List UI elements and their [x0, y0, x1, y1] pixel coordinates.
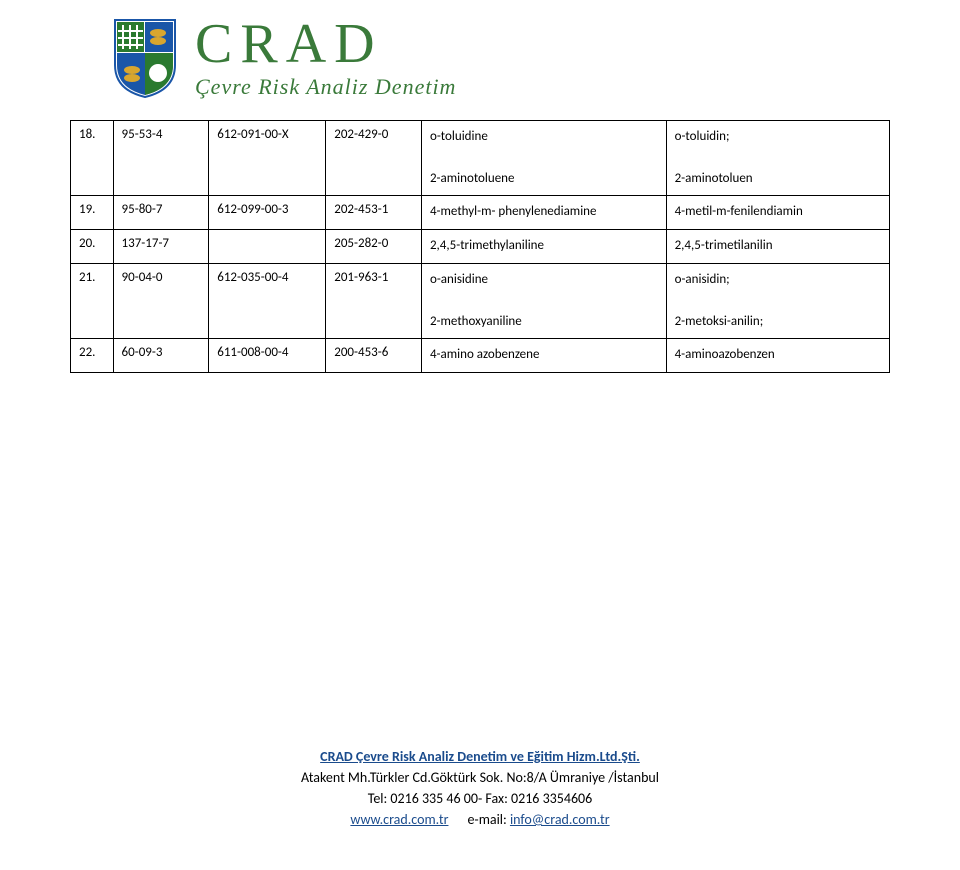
table-cell: 200-453-6	[326, 339, 422, 373]
table-cell: 202-453-1	[326, 196, 422, 230]
footer-email-link[interactable]: info@crad.com.tr	[510, 811, 610, 828]
table-cell-tr: 4-metil-m-fenilendiamin	[666, 196, 889, 230]
footer-address: Atakent Mh.Türkler Cd.Göktürk Sok. No:8/…	[0, 767, 960, 788]
footer-email-prefix: e-mail:	[467, 811, 509, 828]
table-cell: 60-09-3	[113, 339, 209, 373]
table-cell-en: 2,4,5-trimethylaniline	[421, 230, 666, 264]
table-cell-en: o-anisidine 2-methoxyaniline	[421, 263, 666, 338]
table-cell: 201-963-1	[326, 263, 422, 338]
table-cell-tr: o-anisidin; 2-metoksi-anilin;	[666, 263, 889, 338]
brand-text-block: CRAD Çevre Risk Analiz Denetim	[195, 16, 456, 100]
table-cell: 95-53-4	[113, 121, 209, 196]
table-row: 22.60-09-3611-008-00-4200-453-64-amino a…	[71, 339, 890, 373]
table-cell: 137-17-7	[113, 230, 209, 264]
table-cell: 612-099-00-3	[209, 196, 326, 230]
table-cell: 19.	[71, 196, 114, 230]
table-row: 20.137-17-7 205-282-02,4,5-trimethylanili…	[71, 230, 890, 264]
table-cell-en: o-toluidine 2-aminotoluene	[421, 121, 666, 196]
table-cell-en: 4-amino azobenzene	[421, 339, 666, 373]
table-cell: 612-035-00-4	[209, 263, 326, 338]
table-row: 18.95-53-4612-091-00-X202-429-0o-toluidi…	[71, 121, 890, 196]
footer-company: CRAD Çevre Risk Analiz Denetim ve Eğitim…	[320, 748, 640, 765]
footer-web-link[interactable]: www.crad.com.tr	[350, 811, 448, 828]
table-cell: 611-008-00-4	[209, 339, 326, 373]
table-cell-en: 4-methyl-m- phenylenediamine	[421, 196, 666, 230]
page-footer: CRAD Çevre Risk Analiz Denetim ve Eğitim…	[0, 746, 960, 830]
table-row: 19.95-80-7612-099-00-3202-453-14-methyl-…	[71, 196, 890, 230]
table-cell: 22.	[71, 339, 114, 373]
table-cell: 205-282-0	[326, 230, 422, 264]
shield-logo-icon	[110, 15, 180, 100]
table-cell-tr: 2,4,5-trimetilanilin	[666, 230, 889, 264]
table-cell: 95-80-7	[113, 196, 209, 230]
table-cell: 90-04-0	[113, 263, 209, 338]
table-cell: 202-429-0	[326, 121, 422, 196]
substances-table: 18.95-53-4612-091-00-X202-429-0o-toluidi…	[70, 120, 890, 373]
footer-links: www.crad.com.tr e-mail: info@crad.com.tr	[0, 809, 960, 830]
table-cell: 21.	[71, 263, 114, 338]
table-row: 21.90-04-0612-035-00-4201-963-1o-anisidi…	[71, 263, 890, 338]
table-cell: 612-091-00-X	[209, 121, 326, 196]
brand-header: CRAD Çevre Risk Analiz Denetim	[110, 10, 710, 105]
table-cell-tr: o-toluidin; 2-aminotoluen	[666, 121, 889, 196]
table-cell: 20.	[71, 230, 114, 264]
brand-title: CRAD	[195, 16, 456, 72]
table-cell	[209, 230, 326, 264]
table-cell-tr: 4-aminoazobenzen	[666, 339, 889, 373]
table-cell: 18.	[71, 121, 114, 196]
brand-subtitle: Çevre Risk Analiz Denetim	[195, 74, 456, 100]
main-content: 18.95-53-4612-091-00-X202-429-0o-toluidi…	[70, 120, 890, 373]
footer-phone: Tel: 0216 335 46 00- Fax: 0216 3354606	[0, 788, 960, 809]
